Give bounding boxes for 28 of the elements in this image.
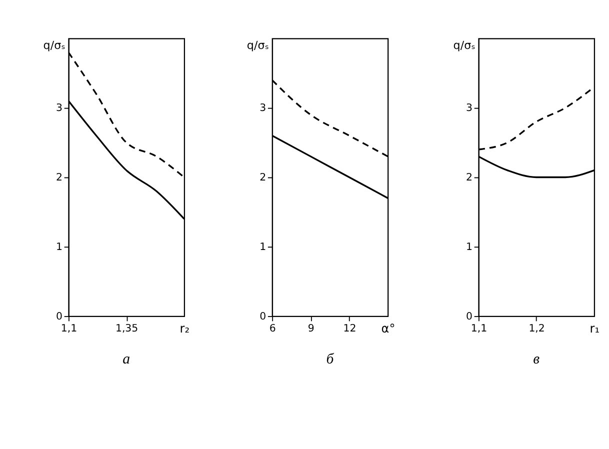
- y-tick-label: 2: [466, 172, 472, 184]
- x-tick-label: 1,1: [470, 323, 488, 334]
- x-tick-label: 6: [269, 323, 276, 334]
- y-tick-label: 2: [56, 172, 62, 184]
- y-axis-title: q/σₛ: [453, 39, 476, 52]
- y-tick-label: 0: [56, 311, 62, 322]
- y-tick-label: 3: [260, 103, 266, 114]
- y-tick-label: 3: [56, 103, 62, 114]
- x-tick-label: 12: [343, 323, 356, 334]
- x-axis-title: r₂: [180, 321, 190, 336]
- x-tick-label: 1,1: [60, 323, 78, 334]
- y-axis-title: q/σₛ: [246, 39, 269, 52]
- text: б: [326, 351, 334, 368]
- x-axis-title: r₁: [590, 321, 600, 336]
- y-tick-label: 0: [466, 311, 472, 322]
- text: а: [122, 351, 130, 368]
- y-tick-label: 1: [466, 242, 472, 253]
- x-tick-label: 9: [308, 323, 314, 334]
- x-axis-title: α°: [381, 321, 396, 336]
- x-tick-label: 1,35: [115, 323, 138, 334]
- x-tick-label: 1,2: [528, 323, 545, 334]
- y-tick-label: 0: [260, 311, 266, 322]
- y-axis-title: q/σₛ: [43, 39, 66, 52]
- y-tick-label: 1: [260, 242, 266, 253]
- y-tick-label: 1: [56, 242, 62, 253]
- text: в: [533, 351, 540, 368]
- y-tick-label: 2: [260, 172, 266, 184]
- y-tick-label: 3: [466, 103, 472, 114]
